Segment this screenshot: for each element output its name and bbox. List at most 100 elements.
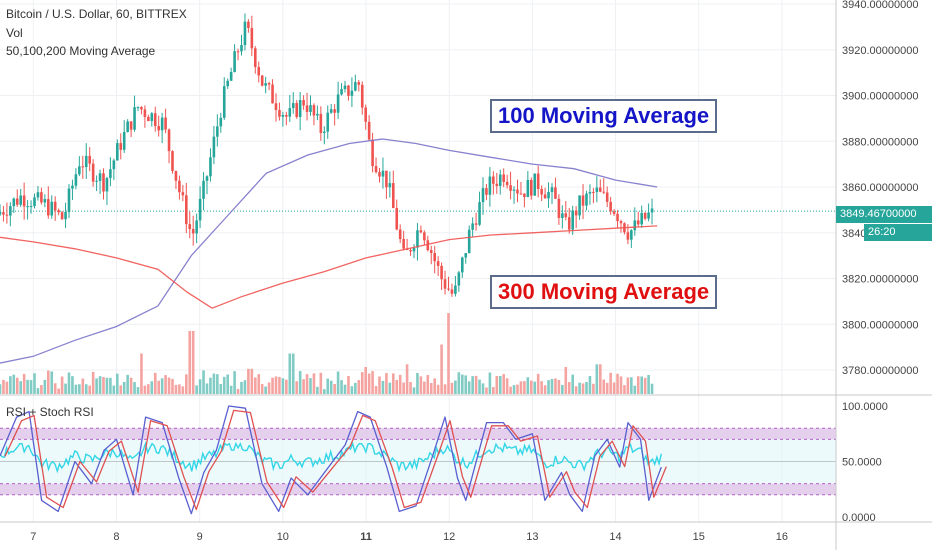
rsi-panel	[0, 405, 836, 515]
candle-body	[619, 221, 623, 224]
volume-bar	[467, 381, 471, 394]
volume-bar	[160, 378, 164, 394]
candle-body	[50, 201, 54, 216]
price-tick-label: 3860.00000000	[842, 182, 918, 194]
volume-bar	[429, 383, 433, 394]
candle-body	[460, 257, 464, 273]
volume-bar	[191, 331, 195, 394]
volume-bar	[533, 381, 537, 394]
volume-bar	[516, 384, 519, 394]
time-tick-label: 16	[776, 531, 788, 543]
candle-body	[150, 113, 154, 122]
candle-body	[523, 193, 526, 198]
volume-bar	[374, 385, 378, 394]
candle-body	[147, 116, 150, 122]
volume-bar	[212, 373, 216, 394]
volume-bar	[619, 376, 623, 394]
candle-body	[53, 201, 57, 211]
candle-body	[253, 48, 257, 68]
volume-bar	[409, 382, 412, 394]
volume-bar	[29, 380, 33, 394]
volume-bar	[340, 380, 343, 394]
candle-body	[567, 217, 571, 230]
candle-body	[247, 21, 250, 28]
volume-bar	[574, 386, 578, 394]
volume-bar	[464, 375, 468, 394]
candle-body	[243, 21, 247, 46]
volume-bar	[405, 364, 409, 394]
candle-body	[509, 185, 512, 191]
volume-bar	[291, 353, 295, 394]
candle-body	[29, 206, 33, 208]
volume-bar	[295, 381, 298, 394]
candle-body	[423, 232, 426, 241]
stoch-upper-band	[0, 428, 836, 440]
volume-bar	[391, 373, 395, 394]
candle-body	[236, 51, 240, 53]
candle-body	[209, 157, 212, 177]
volume-bar	[50, 371, 54, 394]
price-tick-label: 3900.00000000	[842, 91, 918, 103]
candle-body	[429, 250, 433, 254]
volume-bar	[115, 373, 119, 394]
time-tick-label: 10	[277, 531, 289, 543]
candle-body	[288, 108, 292, 117]
volume-bar	[581, 383, 585, 394]
volume-bar	[636, 376, 640, 394]
candle-body	[119, 143, 123, 150]
volume-bar	[71, 376, 74, 394]
candle-body	[0, 212, 2, 215]
candle-body	[612, 211, 616, 214]
volume-bar	[605, 382, 609, 394]
candle-body	[33, 197, 36, 207]
volume-bar	[112, 385, 116, 394]
volume-bar	[347, 376, 350, 394]
volume-bar	[612, 382, 616, 394]
candle-body	[312, 105, 316, 116]
time-tick-label: 7	[30, 531, 36, 543]
symbol-legend[interactable]: Bitcoin / U.S. Dollar, 60, BITTREX	[6, 7, 187, 21]
volume-bar	[598, 364, 602, 394]
candle-body	[257, 67, 261, 76]
volume-bar	[171, 378, 174, 394]
candles	[0, 13, 654, 297]
volume-bar	[640, 376, 643, 394]
candle-body	[360, 84, 364, 108]
candle-body	[188, 224, 192, 229]
volume-bar	[498, 376, 502, 394]
volume-bar	[364, 367, 367, 394]
volume-bar	[226, 374, 229, 394]
candle-body	[412, 247, 416, 252]
volume-bar	[133, 382, 136, 394]
rsi-title[interactable]: RSI + Stoch RSI	[6, 405, 94, 419]
candle-body	[588, 191, 592, 194]
candle-body	[64, 212, 67, 220]
volume-bar	[95, 378, 98, 394]
candle-body	[233, 51, 236, 72]
candle-body	[378, 172, 381, 177]
volume-bar	[19, 381, 22, 394]
candle-body	[540, 188, 543, 195]
candle-body	[240, 45, 243, 52]
candle-body	[557, 198, 561, 218]
candle-body	[647, 212, 650, 219]
last-price-label: 3849.46700000	[836, 206, 932, 223]
volume-bar	[454, 380, 457, 394]
ma-legend[interactable]: 50,100,200 Moving Average	[6, 44, 156, 58]
candle-body	[71, 185, 74, 189]
time-tick-label: 8	[113, 531, 119, 543]
volume-bar	[633, 385, 637, 394]
volume-bar	[509, 386, 512, 394]
candle-body	[322, 131, 326, 133]
volume-bar	[436, 384, 440, 394]
stoch-lower-band	[0, 483, 836, 495]
volume-bar	[46, 370, 50, 394]
volume-bar	[222, 376, 226, 394]
volume-bar	[354, 382, 357, 394]
volume-bar	[381, 380, 385, 394]
volume-bar	[319, 372, 323, 394]
volume-legend[interactable]: Vol	[6, 26, 23, 40]
candle-body	[440, 265, 443, 280]
